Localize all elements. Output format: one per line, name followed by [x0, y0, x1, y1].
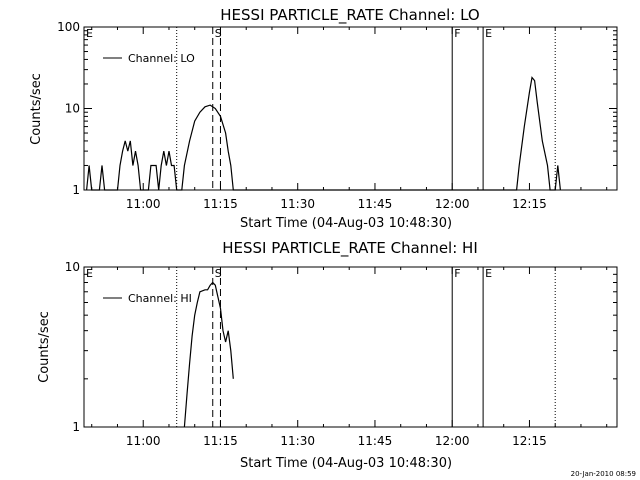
y-tick-label: 10: [65, 102, 80, 116]
x-tick-label: 12:00: [435, 434, 470, 448]
x-tick-label: 11:45: [358, 434, 393, 448]
event-marker-label: E: [485, 267, 492, 280]
x-tick-label: 11:45: [358, 197, 393, 211]
footer-date: 20-Jan-2010 08:59: [571, 470, 636, 478]
y-axis-label: Counts/sec: [29, 73, 44, 145]
y-tick-label: 1: [72, 183, 80, 197]
y-tick-label: 10: [65, 260, 80, 274]
panel-lo: HESSI PARTICLE_RATE Channel: LO Start Ti…: [29, 6, 618, 231]
x-axis-label: Start Time (04-Aug-03 10:48:30): [240, 456, 452, 471]
x-tick-label: 11:15: [203, 197, 238, 211]
chart-title: HESSI PARTICLE_RATE Channel: HI: [222, 239, 478, 258]
panel-hi: HESSI PARTICLE_RATE Channel: HI Start Ti…: [37, 239, 618, 471]
event-marker-label: E: [86, 267, 93, 280]
event-marker-label: F: [454, 27, 460, 40]
series-line: [86, 76, 561, 191]
event-marker-label: F: [454, 267, 460, 280]
x-tick-label: 12:15: [512, 197, 547, 211]
chart-title: HESSI PARTICLE_RATE Channel: LO: [220, 6, 479, 25]
x-tick-label: 12:00: [435, 197, 470, 211]
event-marker-label: E: [86, 27, 93, 40]
x-tick-label: 11:15: [203, 434, 238, 448]
x-tick-label: 11:00: [126, 197, 161, 211]
event-marker-label: E: [485, 27, 492, 40]
y-tick-label: 100: [57, 20, 80, 34]
x-tick-label: 12:15: [512, 434, 547, 448]
x-tick-label: 11:30: [280, 434, 315, 448]
legend-label: Channel: HI: [128, 292, 192, 305]
event-marker-label: S: [215, 27, 222, 40]
y-tick-label: 1: [72, 420, 80, 434]
x-axis-label: Start Time (04-Aug-03 10:48:30): [240, 216, 452, 231]
x-tick-label: 11:30: [280, 197, 315, 211]
event-marker-label: S: [215, 267, 222, 280]
x-tick-label: 11:00: [126, 434, 161, 448]
y-axis-label: Counts/sec: [37, 311, 52, 383]
plot-frame: [83, 266, 618, 428]
series-line: [183, 281, 234, 428]
legend-label: Channel: LO: [128, 52, 195, 65]
